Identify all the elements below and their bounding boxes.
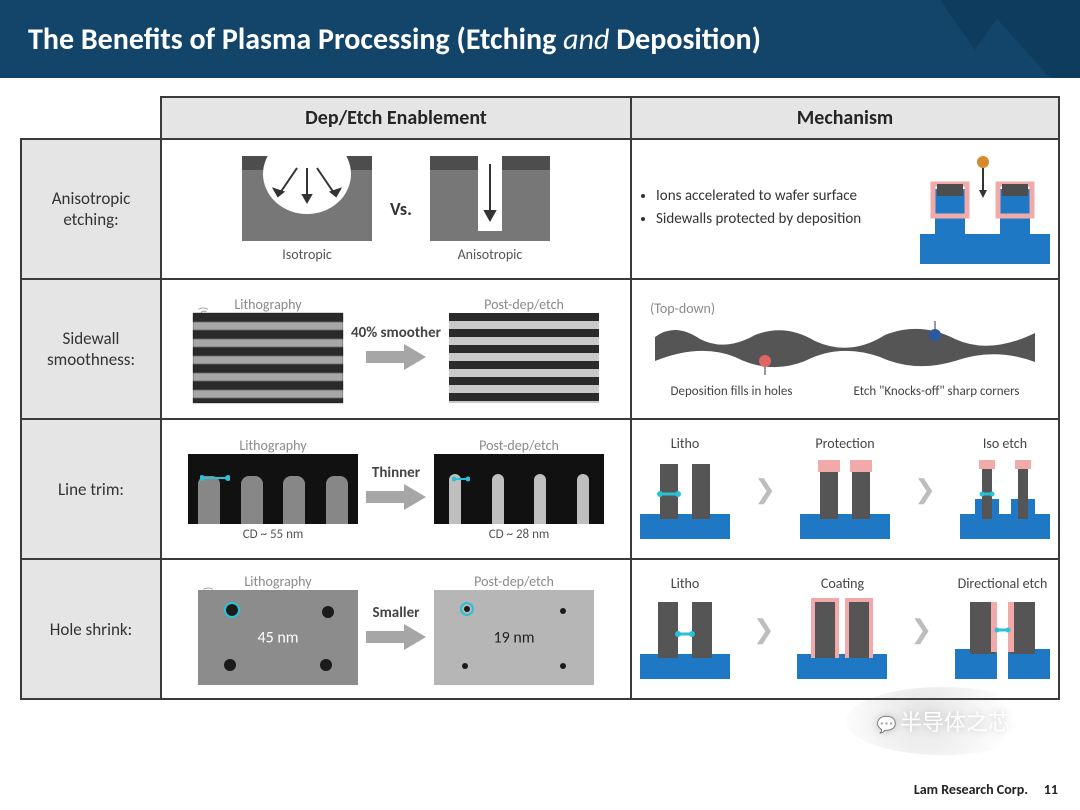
chevron-icon: ❯ [753,613,775,645]
r1-mechanism-diagram [920,154,1050,264]
sem-post-pillars [434,454,604,524]
r3-step0: Litho [640,435,730,452]
r1-bullet-0: Ions accelerated to wafer surface [656,186,861,206]
r4-mech-litho [640,594,730,679]
r3-cd-left: CD ~ 55 nm [188,527,358,542]
r2-mech-top: (Top-down) [650,300,1050,317]
r4-mech-diretch [955,594,1050,679]
row-label-sidewall: Sidewall smoothness: [21,279,161,419]
benefits-table: Dep/Etch Enablement Mechanism Anisotropi… [20,96,1060,700]
footer-page: 11 [1044,781,1058,798]
r3-step1: Protection [800,435,890,452]
sem-litho-pillars [188,454,358,524]
r4-left-cap: Lithography [198,573,358,590]
sem-hole-post: 19 nm [434,590,594,685]
cell-r4-dep: Lithography (Top-down) 45 nm Smaller [161,559,631,699]
watermark: 💬 半导体之芯 [846,687,1040,755]
r2-left-cap: Lithography [193,296,343,313]
isotropic-diagram [242,156,372,241]
r2-arrow [366,344,426,370]
title-italic: and [563,21,609,58]
r4-arrow-txt: Smaller [366,604,426,622]
r4-step2: Directional etch [955,575,1050,592]
col-dep-etch: Dep/Etch Enablement [161,97,631,139]
r4-arrow [366,624,426,650]
r3-right-cap: Post-dep/etch [434,437,604,454]
chevron-icon: ❯ [910,613,932,645]
slide-footer: Lam Research Corp. 11 [914,781,1058,798]
vs-label: Vs. [380,198,422,220]
anisotropic-diagram [430,156,550,241]
r3-arrow [366,484,426,510]
r2-mech-diagram [640,317,1050,375]
r4-step1: Coating [797,575,887,592]
title-post: Deposition) [609,21,761,58]
header-deco [940,0,1080,78]
row-label-holeshrink: Hole shrink: [21,559,161,699]
r1-bullet-1: Sidewalls protected by deposition [656,209,861,229]
slide-body: Dep/Etch Enablement Mechanism Anisotropi… [0,78,1080,710]
cell-r3-mech: Litho ❯ Protection ❯ Iso etch [631,419,1059,559]
sem-litho-stripes [193,313,343,403]
r3-step2: Iso etch [960,435,1050,452]
col-mechanism: Mechanism [631,97,1059,139]
chevron-icon: ❯ [914,473,936,505]
chevron-icon: ❯ [754,473,776,505]
cell-r2-dep: Lithography (Top-down) 40% smoother Post… [161,279,631,419]
title-pre: The Benefits of Plasma Processing (Etchi… [28,21,563,58]
sem-hole-litho: 45 nm [198,590,358,685]
anisotropic-label: Anisotropic [430,246,550,263]
slide-header: The Benefits of Plasma Processing (Etchi… [0,0,1080,78]
cell-r1-mech: Ions accelerated to wafer surface Sidewa… [631,139,1059,279]
cell-r2-mech: (Top-down) Deposition fills in holes Etc… [631,279,1059,419]
footer-company: Lam Research Corp. [914,781,1028,798]
r3-mech-litho [640,454,730,539]
r1-bullets: Ions accelerated to wafer surface Sidewa… [640,186,861,233]
r3-arrow-txt: Thinner [366,464,426,482]
r2-mech-right-lbl: Etch "Knocks-off" sharp corners [854,384,1020,399]
r3-left-cap: Lithography [188,437,358,454]
slide-title: The Benefits of Plasma Processing (Etchi… [28,21,761,58]
r4-val-right: 19 nm [493,628,534,647]
r4-step0: Litho [640,575,730,592]
cell-r4-mech: Litho ❯ Coating ❯ Directional etch [631,559,1059,699]
r2-mech-left-lbl: Deposition fills in holes [671,384,793,399]
r4-val-left: 45 nm [257,628,298,647]
row-label-linetrim: Line trim: [21,419,161,559]
r4-right-cap: Post-dep/etch [434,573,594,590]
sem-post-stripes [449,313,599,403]
cell-r1-dep: Isotropic Vs. Anisotropic [161,139,631,279]
r3-cd-right: CD ~ 28 nm [434,527,604,542]
r3-mech-iso [960,454,1050,539]
r2-right-cap: Post-dep/etch [449,296,599,313]
isotropic-label: Isotropic [242,246,372,263]
r3-mech-protect [800,454,890,539]
row-label-anisotropic: Anisotropic etching: [21,139,161,279]
cell-r3-dep: Lithography CD ~ 55 nm Thinner Post-dep/… [161,419,631,559]
r2-arrow-txt: 40% smoother [351,324,441,342]
r4-mech-coating [797,594,887,679]
